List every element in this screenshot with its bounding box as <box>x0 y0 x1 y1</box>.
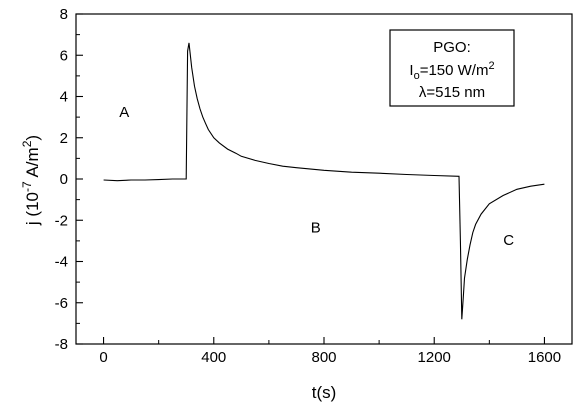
legend-frame <box>389 29 515 107</box>
y-tick-label: -6 <box>55 295 68 312</box>
y-tick-label: 2 <box>60 130 68 147</box>
legend-line-3: λ=515 nm <box>419 84 485 101</box>
y-axis-title-close: ) <box>23 135 42 141</box>
legend-line-2-rest: =150 W/m <box>420 62 489 79</box>
y-tick-label: 4 <box>60 89 68 106</box>
x-tick-label: 400 <box>201 349 226 366</box>
x-axis: 0 400 800 1200 1600 <box>99 337 561 366</box>
y-axis: -8 -6 -4 -2 0 2 4 6 8 <box>55 6 83 353</box>
legend-line-2-sup: 2 <box>488 60 494 72</box>
y-axis-title-exp: -7 <box>20 181 34 192</box>
y-tick-label: 0 <box>60 171 68 188</box>
region-label-b: B <box>311 220 321 237</box>
legend-line-2: Io=150 W/m2 <box>409 60 494 82</box>
y-axis-title-unit: A/m <box>23 147 42 181</box>
legend-line-1: PGO: <box>433 39 471 56</box>
region-label-c: C <box>503 232 514 249</box>
y-tick-label: 8 <box>60 6 68 23</box>
x-tick-label: 1200 <box>418 349 451 366</box>
legend-line-2-sub: o <box>414 70 420 82</box>
y-tick-label: 6 <box>60 47 68 64</box>
y-axis-title: j (10-7 A/m2) <box>20 135 42 226</box>
region-label-a: A <box>119 104 129 121</box>
y-axis-title-unit-exp: 2 <box>20 140 34 147</box>
x-tick-label: 0 <box>99 349 107 366</box>
x-tick-label: 1600 <box>528 349 561 366</box>
x-tick-label: 800 <box>311 349 336 366</box>
y-axis-title-main: j (10 <box>23 192 42 226</box>
x-axis-title: t(s) <box>312 383 337 402</box>
y-tick-label: -4 <box>55 254 68 271</box>
legend-box: PGO: Io=150 W/m2 λ=515 nm <box>389 29 515 107</box>
y-tick-label: -2 <box>55 212 68 229</box>
y-tick-label: -8 <box>55 336 68 353</box>
legend-line-2-main: I <box>409 62 413 79</box>
series-line <box>103 42 545 320</box>
